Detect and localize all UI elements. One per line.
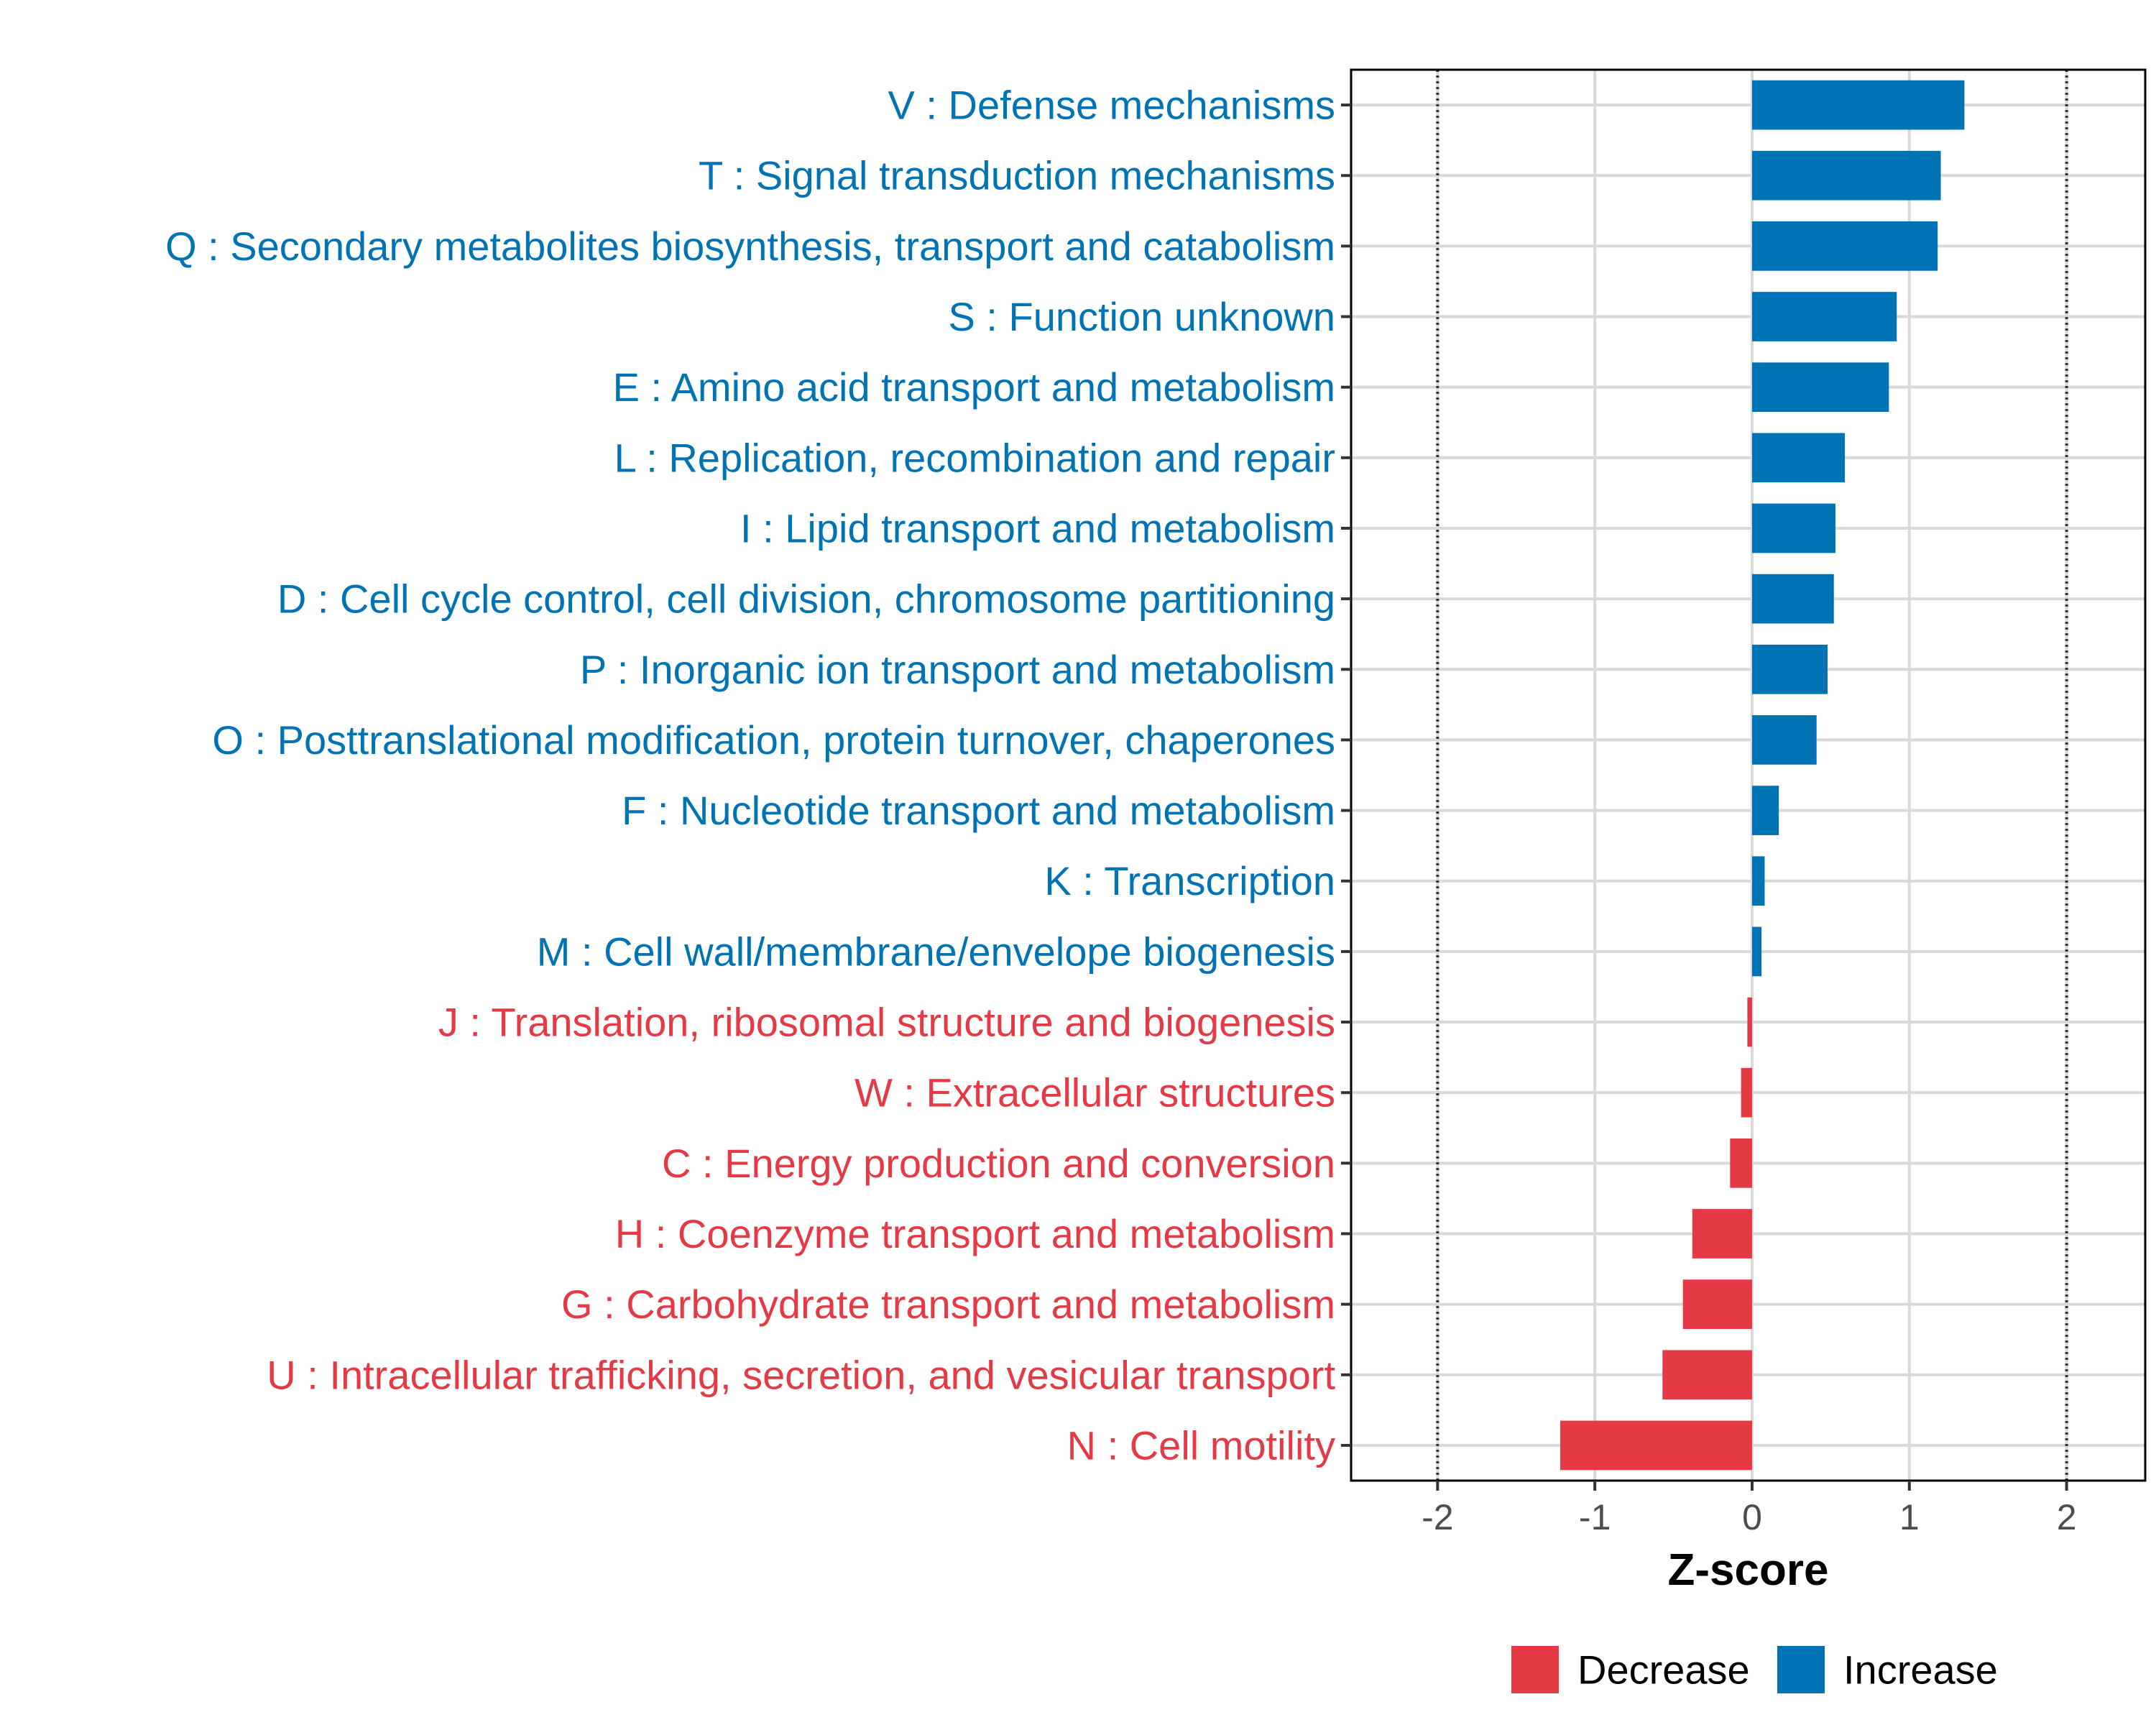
bar [1741,1067,1752,1118]
x-tick-label: 0 [1742,1497,1762,1537]
category-label: V : Defense mechanisms [888,83,1335,128]
x-axis-title: Z-score [1668,1545,1829,1595]
category-label: H : Coenzyme transport and metabolism [615,1211,1335,1256]
bar [1751,503,1835,553]
category-label: N : Cell motility [1067,1422,1335,1468]
panel-border [1350,68,2147,1482]
legend-label-decrease: Decrease [1577,1647,1750,1693]
x-axis-ticks: -2 -1 0 1 2 [1422,1481,2077,1537]
bar [1751,715,1817,765]
bar [1751,433,1846,483]
category-label: M : Cell wall/membrane/envelope biogenes… [537,929,1335,974]
legend-key-increase [1777,1646,1825,1693]
legend: Decrease Increase [1511,1646,1998,1693]
bar [1751,644,1828,694]
bar [1662,1350,1752,1400]
category-label: T : Signal transduction mechanisms [699,153,1335,198]
category-label: C : Energy production and conversion [662,1141,1335,1186]
category-label: W : Extracellular structures [854,1070,1335,1116]
bar [1751,574,1834,624]
category-label: U : Intracellular trafficking, secretion… [267,1352,1335,1397]
category-label: S : Function unknown [948,294,1335,339]
category-label: I : Lipid transport and metabolism [740,505,1335,551]
bar [1751,80,1965,130]
category-label: E : Amino acid transport and metabolism [613,364,1335,410]
bar [1560,1420,1752,1471]
bar [1747,997,1752,1047]
category-label: G : Carbohydrate transport and metabolis… [561,1282,1335,1327]
bar [1751,150,1941,201]
category-label: O : Posttranslational modification, prot… [212,717,1335,763]
bar [1751,926,1762,977]
x-tick-label: -2 [1422,1497,1453,1537]
x-tick-label: 2 [2057,1497,2077,1537]
category-label: L : Replication, recombination and repai… [614,435,1335,480]
x-tick-label: -1 [1579,1497,1611,1537]
bar [1751,362,1889,413]
category-label: D : Cell cycle control, cell division, c… [277,576,1335,622]
legend-label-increase: Increase [1843,1647,1998,1693]
bar [1692,1209,1752,1259]
category-label: P : Inorganic ion transport and metaboli… [580,647,1335,692]
bars [1560,80,1965,1471]
bar [1751,786,1779,835]
x-tick-label: 1 [1899,1497,1920,1537]
y-axis-category-labels: V : Defense mechanisms T : Signal transdu… [165,83,1335,1468]
bar [1682,1279,1752,1329]
bar [1751,292,1897,341]
bar [1751,221,1938,271]
legend-key-decrease [1511,1646,1559,1693]
bar [1751,856,1765,906]
bar [1730,1138,1752,1188]
category-label: F : Nucleotide transport and metabolism [622,788,1335,833]
category-label: Q : Secondary metabolites biosynthesis, … [165,224,1335,269]
y-axis-ticks [1341,104,1351,1447]
category-label: K : Transcription [1044,858,1335,903]
category-label: J : Translation, ribosomal structure and… [438,1000,1335,1045]
